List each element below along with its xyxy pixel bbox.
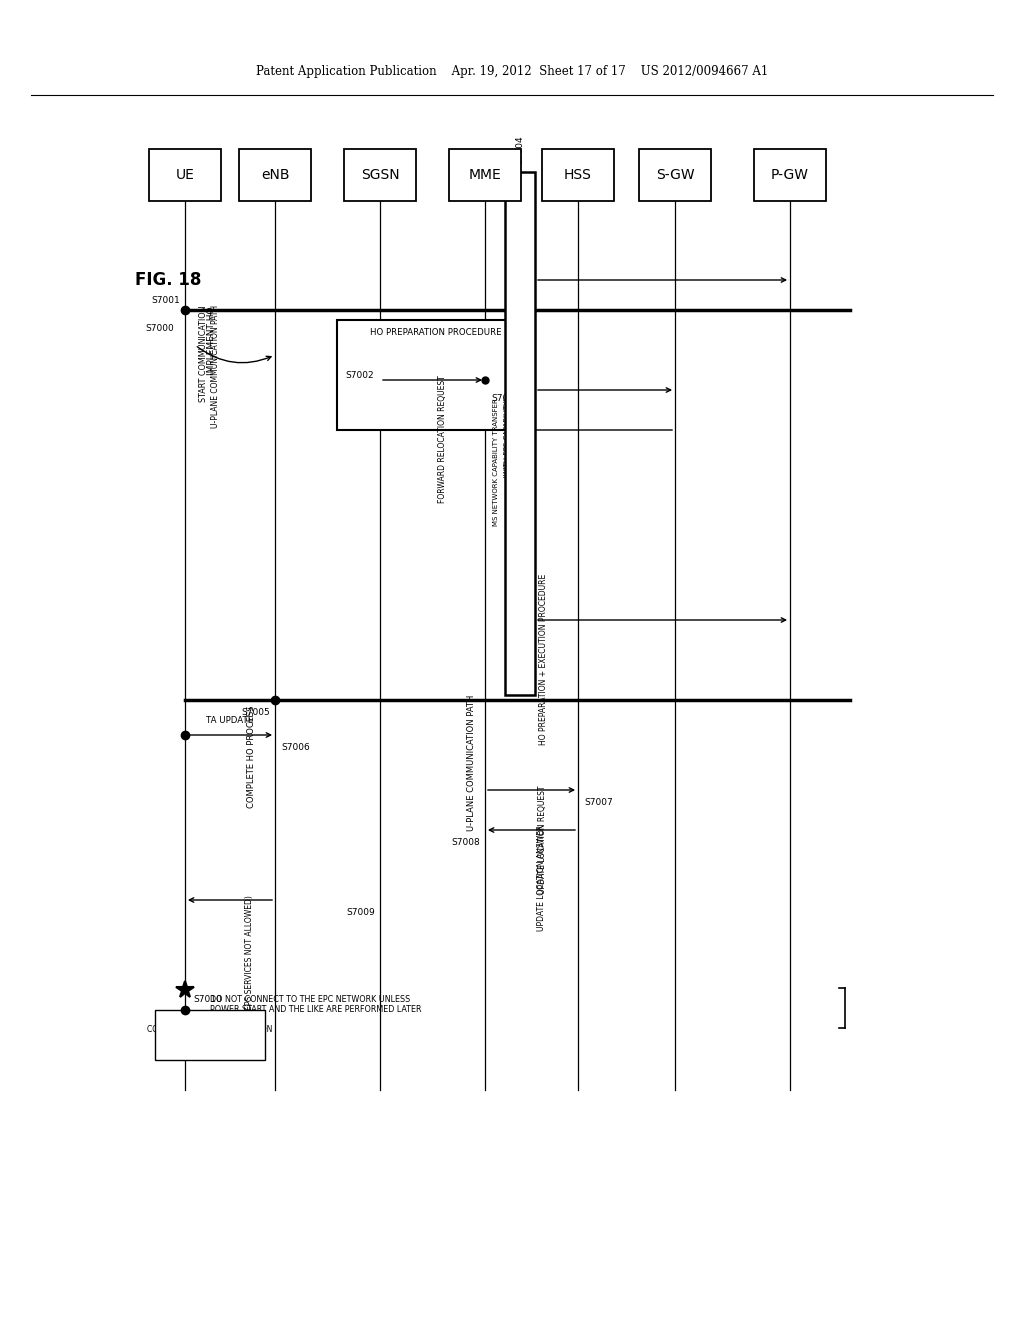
Text: UPDATE LOCATION REQUEST: UPDATE LOCATION REQUEST bbox=[538, 785, 547, 894]
Bar bbox=[239, 149, 311, 201]
Text: TAU REJECT(EPS SERVICES NOT ALLOWED): TAU REJECT(EPS SERVICES NOT ALLOWED) bbox=[245, 895, 254, 1057]
Text: U-PLANE COMMUNICATION PATH: U-PLANE COMMUNICATION PATH bbox=[467, 696, 476, 832]
Bar bbox=[639, 149, 711, 201]
Bar bbox=[754, 149, 826, 201]
Text: S7011: S7011 bbox=[193, 1012, 222, 1020]
Text: COMPLETE HO PROCESS: COMPLETE HO PROCESS bbox=[247, 705, 256, 808]
Text: DO NOT CONNECT TO THE EPC NETWORK UNLESS
POWER START AND THE LIKE ARE PERFORMED : DO NOT CONNECT TO THE EPC NETWORK UNLESS… bbox=[210, 995, 422, 1014]
Text: S7000: S7000 bbox=[145, 323, 174, 333]
Text: Patent Application Publication    Apr. 19, 2012  Sheet 17 of 17    US 2012/00946: Patent Application Publication Apr. 19, … bbox=[256, 65, 768, 78]
Text: MME: MME bbox=[469, 168, 502, 182]
Text: MS NETWORK CAPABILITY TRANSFER: MS NETWORK CAPABILITY TRANSFER bbox=[493, 399, 499, 525]
Text: SGSN: SGSN bbox=[360, 168, 399, 182]
Text: HSS: HSS bbox=[564, 168, 592, 182]
Text: S7008: S7008 bbox=[452, 838, 480, 847]
Text: FIG. 18: FIG. 18 bbox=[135, 271, 202, 289]
Bar bbox=[344, 149, 416, 201]
Bar bbox=[155, 1010, 265, 1060]
Text: IMPLEMENT HO: IMPLEMENT HO bbox=[207, 306, 216, 375]
Text: U-PLANE COMMUNICATION PATH: U-PLANE COMMUNICATION PATH bbox=[211, 305, 220, 428]
Text: HO PREPARATION PROCEDURE: HO PREPARATION PROCEDURE bbox=[371, 327, 502, 337]
Bar bbox=[150, 149, 221, 201]
Text: eNB: eNB bbox=[261, 168, 289, 182]
Text: S-GW: S-GW bbox=[655, 168, 694, 182]
Text: S7009: S7009 bbox=[346, 908, 375, 917]
Text: START COMMUNICATION: START COMMUNICATION bbox=[199, 305, 208, 401]
Text: P-GW: P-GW bbox=[771, 168, 809, 182]
Text: HO PREPARATION + EXECUTION PROCEDURE: HO PREPARATION + EXECUTION PROCEDURE bbox=[539, 573, 548, 744]
Bar bbox=[337, 319, 535, 430]
Text: S7005: S7005 bbox=[242, 708, 270, 717]
Text: COMMUNICATION INTERRUPTION
IS OCCURRED: COMMUNICATION INTERRUPTION IS OCCURRED bbox=[147, 1026, 272, 1044]
Bar bbox=[505, 172, 535, 696]
Text: S7010: S7010 bbox=[193, 995, 222, 1005]
Text: UE: UE bbox=[175, 168, 195, 182]
Text: FORWARD RELOCATION REQUEST: FORWARD RELOCATION REQUEST bbox=[438, 375, 447, 503]
Text: S7003: S7003 bbox=[490, 393, 520, 403]
Text: TA UPDATE: TA UPDATE bbox=[207, 715, 254, 725]
Text: S7004: S7004 bbox=[515, 136, 524, 164]
Text: S7007: S7007 bbox=[584, 799, 612, 807]
Bar bbox=[542, 149, 614, 201]
Text: (WITH EPS CAPABILITY): (WITH EPS CAPABILITY) bbox=[503, 399, 510, 478]
Bar bbox=[449, 149, 521, 201]
Text: UPDATE LOCATION ANSWER: UPDATE LOCATION ANSWER bbox=[538, 825, 547, 931]
Text: S7001: S7001 bbox=[152, 296, 180, 305]
Text: S7002: S7002 bbox=[345, 371, 374, 380]
Text: S7006: S7006 bbox=[281, 743, 309, 752]
